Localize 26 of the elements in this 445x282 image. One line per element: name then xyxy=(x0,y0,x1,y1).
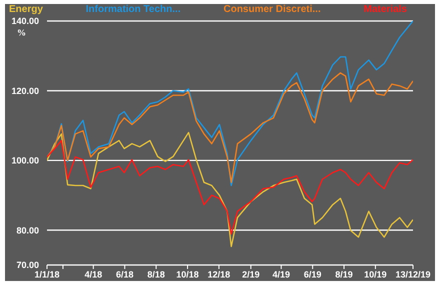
y-tick-label: 70.00 xyxy=(16,260,39,270)
text: Materials xyxy=(364,4,407,15)
x-tick-label: 6/18 xyxy=(116,269,134,280)
y-axis-title: % xyxy=(17,27,26,38)
text: Energy xyxy=(9,4,43,15)
y-tick-label: 80.00 xyxy=(16,225,39,236)
text: Information Techn... xyxy=(86,4,181,15)
line-series xyxy=(47,132,413,248)
x-tick-label: 8/18 xyxy=(147,269,165,280)
x-tick-label: 1/1/18 xyxy=(34,269,60,280)
x-tick-label: 10/18 xyxy=(176,269,199,280)
x-tick-label: 8/19 xyxy=(335,269,353,280)
x-tick-label: 13/12/19 xyxy=(395,269,431,280)
x-tick-label: 10/19 xyxy=(364,269,387,280)
y-tick-label: 120.00 xyxy=(11,86,39,96)
line-series xyxy=(47,72,413,184)
text: Consumer Discreti... xyxy=(223,4,321,15)
x-tick-label: 4/18 xyxy=(84,269,102,280)
x-tick-label: 4/19 xyxy=(272,269,290,280)
line-series xyxy=(47,140,413,235)
x-tick-label: 12/18 xyxy=(208,269,230,280)
line-series xyxy=(47,21,413,186)
x-tick-label: 6/19 xyxy=(304,269,322,280)
y-tick-label: 140.00 xyxy=(11,16,39,26)
x-tick-label: 2/19 xyxy=(242,269,260,280)
y-tick-label: 100.00 xyxy=(11,156,39,166)
